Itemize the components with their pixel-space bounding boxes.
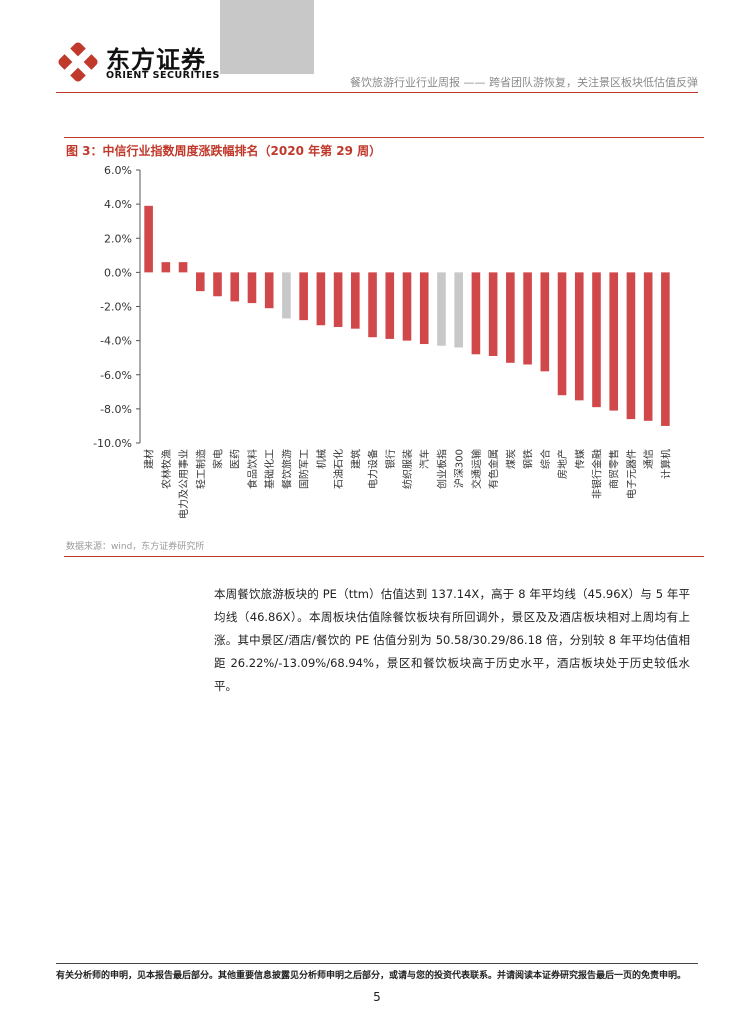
- bar-22: [523, 272, 532, 365]
- category-label-9: 国防军工: [298, 449, 311, 489]
- page-number: 5: [373, 990, 381, 1004]
- y-tick-label: 2.0%: [104, 232, 132, 245]
- bar-16: [419, 272, 429, 345]
- y-tick-label: 4.0%: [104, 198, 132, 211]
- category-label-17: 创业板指: [435, 449, 448, 489]
- bar-12: [351, 272, 360, 329]
- bar-23: [540, 272, 550, 372]
- bar-7: [264, 272, 274, 309]
- y-tick-label: -4.0%: [100, 335, 132, 348]
- category-label-27: 商贸零售: [608, 449, 621, 489]
- bar-28: [626, 272, 636, 420]
- bar-21: [506, 272, 515, 363]
- bar-30: [661, 272, 670, 426]
- category-label-18: 沪深300: [453, 449, 466, 488]
- category-label-26: 非银行金融: [590, 449, 603, 499]
- bar-17: [437, 272, 446, 346]
- figure-source: 数据来源：wind，东方证券研究所: [66, 542, 205, 552]
- bar-11: [333, 272, 343, 327]
- bar-9: [299, 272, 308, 321]
- y-tick-label: -2.0%: [100, 301, 132, 314]
- bar-26: [592, 272, 601, 408]
- bar-3: [195, 272, 205, 292]
- category-label-2: 电力及公用事业: [177, 449, 190, 519]
- bar-0: [144, 205, 153, 273]
- footer-divider: [56, 963, 698, 964]
- category-label-15: 纺织服装: [401, 449, 414, 489]
- category-label-29: 通信: [643, 449, 655, 469]
- logo-chinese-name: 东方证券: [106, 46, 206, 74]
- category-label-5: 医药: [230, 449, 242, 469]
- category-label-4: 家电: [212, 449, 225, 469]
- bar-8: [282, 272, 291, 319]
- y-tick-label: 6.0%: [104, 164, 132, 177]
- bar-4: [213, 272, 222, 297]
- category-label-30: 计算机: [659, 449, 672, 479]
- category-label-20: 有色金属: [487, 449, 500, 489]
- category-label-14: 银行: [384, 449, 397, 469]
- body-paragraph: 本周餐饮旅游板块的 PE（ttm）估值达到 137.14X，高于 8 年平均线（…: [214, 587, 690, 693]
- category-label-21: 煤炭: [504, 449, 517, 469]
- category-label-16: 汽车: [418, 449, 431, 469]
- category-label-10: 机械: [315, 449, 328, 469]
- category-label-7: 基础化工: [263, 449, 276, 489]
- header-divider: [56, 92, 698, 93]
- header-decoration: [220, 0, 314, 74]
- bar-29: [643, 272, 653, 421]
- category-label-3: 轻工制造: [194, 449, 207, 489]
- y-tick-label: -10.0%: [93, 437, 132, 450]
- category-label-28: 电子元器件: [625, 449, 638, 499]
- orient-securities-logo-icon: [58, 42, 98, 82]
- category-label-19: 交通运输: [470, 449, 483, 489]
- bar-14: [385, 272, 395, 339]
- figure-bottom-rule: [64, 556, 704, 557]
- bar-13: [368, 272, 377, 338]
- category-label-1: 农林牧渔: [160, 449, 173, 489]
- bar-24: [557, 272, 567, 396]
- category-label-22: 钢铁: [522, 449, 535, 469]
- footer-disclaimer: 有关分析师的申明，见本报告最后部分。其他重要信息披露见分析师申明之后部分，或请与…: [56, 971, 687, 981]
- category-label-0: 建材: [143, 449, 156, 469]
- bar-5: [230, 272, 240, 302]
- category-label-6: 食品饮料: [246, 449, 259, 489]
- y-tick-label: -8.0%: [100, 403, 132, 416]
- y-tick-label: 0.0%: [104, 266, 132, 279]
- category-label-13: 电力设备: [367, 449, 380, 489]
- logo-english-name: ORIENT SECURITIES: [106, 70, 220, 81]
- category-label-25: 传媒: [574, 449, 586, 469]
- report-header-title: 餐饮旅游行业行业周报 —— 跨省团队游恢复，关注景区板块低估值反弹: [350, 76, 698, 89]
- bar-18: [454, 272, 463, 348]
- bar-25: [574, 272, 584, 401]
- figure-title: 图 3：中信行业指数周度涨跌幅排名（2020 年第 29 周）: [66, 144, 382, 158]
- bar-1: [161, 262, 171, 273]
- category-label-11: 石油石化: [332, 449, 345, 489]
- category-label-8: 餐饮旅游: [280, 449, 293, 489]
- category-label-12: 建筑: [349, 449, 362, 469]
- figure-top-rule: [64, 137, 704, 138]
- bar-15: [402, 272, 412, 341]
- industry-index-bar-chart: 6.0% 4.0% 2.0% 0.0% -2.0% -4.0% -6.0% -8.0% -10.…: [93, 164, 672, 519]
- bar-10: [316, 272, 326, 326]
- bar-20: [488, 272, 498, 356]
- bar-19: [471, 272, 481, 355]
- bar-2: [178, 262, 188, 273]
- bar-27: [609, 272, 619, 411]
- category-label-24: 房地产: [556, 449, 569, 479]
- category-label-23: 综合: [539, 449, 552, 469]
- y-tick-label: -6.0%: [100, 369, 132, 382]
- bar-6: [247, 272, 257, 304]
